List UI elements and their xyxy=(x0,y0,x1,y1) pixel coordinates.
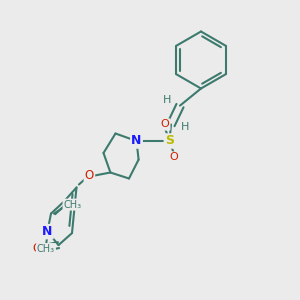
Text: O: O xyxy=(169,152,178,163)
Text: H: H xyxy=(181,122,190,133)
Text: N: N xyxy=(131,134,142,148)
Text: O: O xyxy=(85,169,94,182)
Text: O: O xyxy=(160,119,169,130)
Text: S: S xyxy=(165,134,174,148)
Text: O: O xyxy=(32,242,41,255)
Text: H: H xyxy=(163,95,172,105)
Text: N: N xyxy=(42,225,52,238)
Text: CH₃: CH₃ xyxy=(37,244,55,254)
Text: CH₃: CH₃ xyxy=(64,200,82,210)
